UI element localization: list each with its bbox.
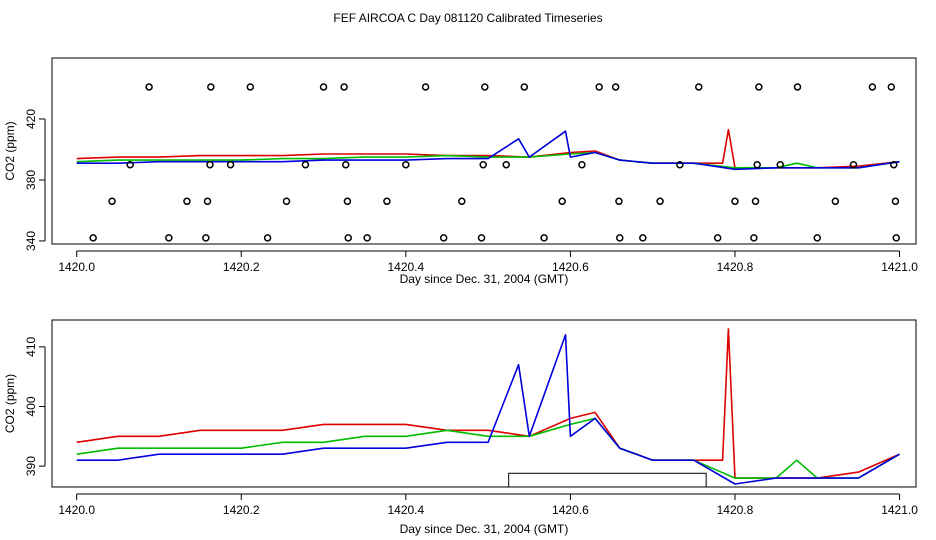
data-point-marker [813,234,822,242]
data-point-marker [558,197,566,206]
page-title: FEF AIRCOA C Day 081120 Calibrated Times… [333,11,602,25]
data-point-marker [540,234,548,242]
data-point-marker [342,160,350,169]
data-point-marker [776,160,784,169]
data-point-marker [831,197,840,206]
data-point-marker [402,160,410,169]
x-tick-label: 1420.2 [223,260,260,274]
data-point-marker [108,197,116,206]
data-point-marker [203,197,212,206]
data-point-marker [578,160,586,169]
data-point-marker [246,83,255,91]
data-point-marker [695,83,703,91]
x-tick-label: 1421.0 [881,260,918,274]
y-tick-label: 400 [24,396,38,416]
x-tick-label: 1420.8 [717,260,754,274]
data-point-marker [363,234,371,242]
data-point-marker [477,234,486,242]
data-point-marker [340,83,348,91]
series-line-1 [76,328,900,479]
plot-area [76,328,900,487]
data-point-marker [656,197,664,206]
data-point-marker [891,197,900,206]
y-tick-label: 420 [24,109,38,129]
data-point-marker [165,234,173,242]
x-tick-label: 1420.0 [58,503,95,517]
x-axis-label: Day since Dec. 31, 2004 (GMT) [400,272,569,286]
data-point-marker [890,160,898,169]
data-point-marker [750,234,758,242]
data-point-marker [615,197,623,206]
data-point-marker [713,234,722,242]
data-point-marker [207,83,215,91]
data-point-marker [343,197,352,206]
data-point-marker [520,83,529,91]
data-point-marker [319,83,328,91]
series-line-2 [76,151,900,169]
y-tick-label: 380 [24,170,38,190]
data-point-marker [793,83,802,91]
data-point-marker [868,83,877,91]
y-axis-label: CO2 (ppm) [3,121,17,180]
data-point-marker [479,160,487,169]
chart-panel-2: 1420.0 1420.2 1420.4 1420.6 1420.8 1421.0 Day … [3,319,918,536]
data-point-marker [676,160,684,169]
y-tick-label: 390 [24,456,38,476]
data-point-marker [383,197,391,206]
series-line-2 [76,417,900,479]
data-point-marker [183,197,191,206]
data-point-marker [849,160,858,169]
annotation-bar [508,472,707,487]
data-point-marker [89,234,97,242]
data-point-marker [753,160,761,169]
data-point-marker [344,234,352,242]
x-tick-label: 1420.4 [387,503,424,517]
x-tick-label: 1420.0 [58,260,95,274]
x-tick-label: 1420.4 [387,260,424,274]
data-point-marker [126,160,134,169]
data-point-marker [439,234,448,242]
plot-area [76,83,901,242]
y-tick-label: 340 [24,231,38,251]
data-point-marker [751,197,760,206]
data-point-marker [282,197,291,206]
y-axis-label: CO2 (ppm) [3,374,17,433]
x-tick-label: 1420.6 [552,503,589,517]
data-point-marker [502,160,510,169]
data-point-marker [481,83,489,91]
data-point-marker [226,160,235,169]
plot-frame [51,319,917,488]
data-point-marker [611,83,620,91]
y-tick-label: 410 [24,337,38,357]
data-point-marker [202,234,210,242]
data-point-marker [887,83,896,91]
data-point-marker [755,83,763,91]
series-line-3 [76,130,900,171]
data-point-marker [892,234,901,242]
data-point-marker [458,197,466,206]
plot-frame [51,57,917,245]
data-point-marker [263,234,272,242]
data-point-marker [206,160,214,169]
x-tick-label: 1420.8 [717,503,754,517]
x-tick-label: 1421.0 [881,503,918,517]
x-tick-label: 1420.2 [223,503,260,517]
data-point-marker [595,83,603,91]
data-point-marker [301,160,310,169]
series-line-3 [76,334,900,485]
chart-panel-1: 1420.0 1420.2 1420.4 1420.6 1420.8 1421.0 Day … [3,57,918,286]
data-point-marker [731,197,739,206]
x-tick-label: 1420.6 [552,260,589,274]
x-axis-label: Day since Dec. 31, 2004 (GMT) [400,522,569,536]
data-point-marker [145,83,153,91]
data-point-marker [616,234,624,242]
data-point-marker [639,234,647,242]
data-point-marker [421,83,430,91]
